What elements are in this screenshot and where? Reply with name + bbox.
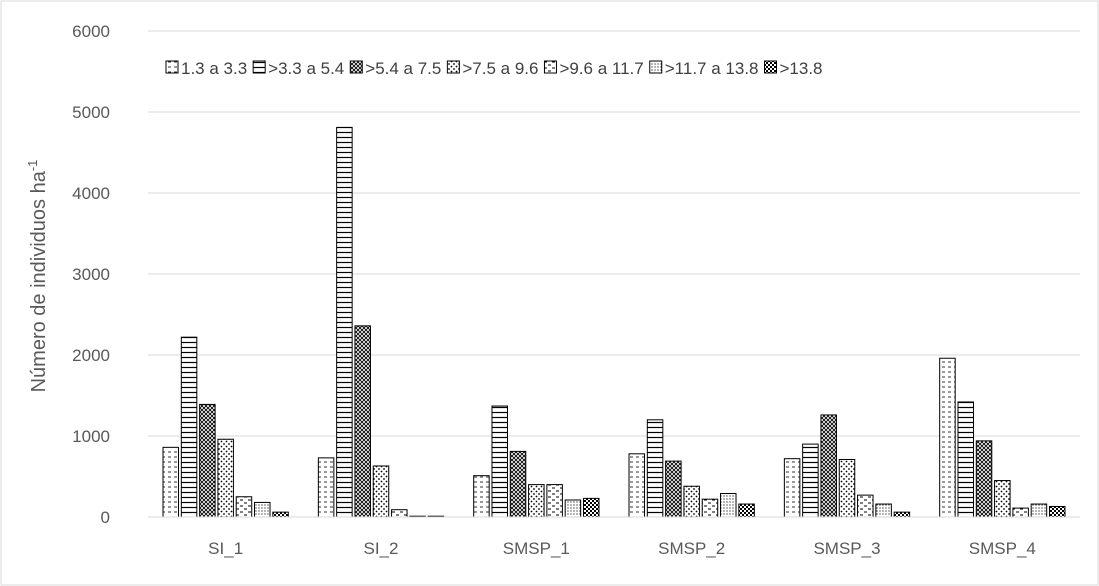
y-tick-label: 3000 bbox=[72, 265, 110, 284]
bar-SMSP_2-series-4 bbox=[683, 485, 700, 518]
bars bbox=[162, 126, 1066, 518]
bar-SMSP_2-series-5 bbox=[701, 498, 719, 518]
bar-SMSP_4-series-7 bbox=[1048, 505, 1066, 518]
bar-SMSP_4-series-2 bbox=[957, 401, 974, 518]
bar-SMSP_4-series-5 bbox=[1012, 507, 1029, 518]
bar-SMSP_3-series-4 bbox=[838, 458, 856, 518]
bar-SMSP_2-series-2 bbox=[646, 419, 664, 518]
bar-SMSP_1-series-5 bbox=[546, 484, 563, 518]
legend-label: 1.3 a 3.3 bbox=[181, 59, 247, 78]
bar-SMSP_2-series-3 bbox=[665, 460, 682, 518]
bar-SI_2-series-3 bbox=[354, 325, 371, 518]
legend-swatch bbox=[349, 60, 363, 74]
y-axis-ticks: 0 1000 2000 3000 4000 5000 6000 bbox=[72, 22, 110, 527]
bar-SI_1-series-5 bbox=[235, 496, 253, 518]
legend-label: >7.5 a 9.6 bbox=[462, 59, 538, 78]
y-tick-label: 2000 bbox=[72, 346, 110, 365]
x-tick-label: SMSP_1 bbox=[503, 539, 570, 558]
y-tick-label: 1000 bbox=[72, 427, 110, 446]
bar-SI_2-series-1 bbox=[317, 457, 335, 518]
y-axis-title: Número de individuos ha-1 bbox=[25, 160, 50, 393]
x-tick-label: SI_1 bbox=[208, 539, 243, 558]
bar-SI_2-series-5 bbox=[391, 509, 408, 518]
bar-SMSP_3-series-7 bbox=[893, 511, 911, 518]
bar-SMSP_4-series-4 bbox=[994, 480, 1011, 518]
legend-swatch bbox=[446, 60, 460, 74]
bar-SI_2-series-4 bbox=[372, 465, 390, 518]
gridlines bbox=[148, 30, 1080, 437]
bar-SI_1-series-3 bbox=[199, 403, 216, 518]
bar-SMSP_3-series-5 bbox=[857, 494, 874, 518]
bar-SI_2-series-2 bbox=[336, 126, 353, 518]
legend-label: >13.8 bbox=[780, 59, 823, 78]
bar-SMSP_1-series-1 bbox=[473, 475, 490, 518]
bar-SI_1-series-4 bbox=[217, 438, 234, 518]
bar-SMSP_1-series-7 bbox=[582, 497, 600, 518]
legend: 1.3 a 3.3 >3.3 a 5.4 >5.4 a 7.5 >7.5 a 9.6 >… bbox=[165, 59, 823, 78]
bar-SI_1-series-1 bbox=[162, 446, 180, 518]
legend-label: >11.7 a 13.8 bbox=[665, 59, 759, 78]
bar-SMSP_1-series-3 bbox=[509, 450, 527, 518]
x-tick-label: SMSP_3 bbox=[813, 539, 880, 558]
bar-SI_1-series-6 bbox=[254, 501, 271, 518]
legend-swatch bbox=[764, 60, 777, 74]
bar-SMSP_2-series-1 bbox=[628, 453, 646, 518]
bar-SMSP_1-series-6 bbox=[564, 499, 582, 518]
legend-label: >9.6 a 11.7 bbox=[559, 59, 643, 78]
bar-SMSP_2-series-6 bbox=[720, 493, 737, 518]
x-axis-ticks: SI_1 SI_2 SMSP_1 SMSP_2 SMSP_3 SMSP_4 bbox=[208, 539, 1036, 558]
bar-SI_1-series-2 bbox=[180, 336, 198, 518]
x-tick-label: SMSP_2 bbox=[658, 539, 725, 558]
bar-SMSP_1-series-2 bbox=[491, 405, 508, 518]
legend-label: >5.4 a 7.5 bbox=[365, 59, 441, 78]
y-axis-title-text: Número de individuos ha bbox=[28, 170, 50, 392]
y-tick-label: 0 bbox=[101, 508, 110, 527]
legend-swatch bbox=[543, 60, 557, 74]
bar-SMSP_3-series-3 bbox=[820, 414, 837, 518]
legend-swatch bbox=[252, 60, 266, 74]
bar-SI_1-series-7 bbox=[272, 511, 289, 518]
bar-SMSP_3-series-6 bbox=[875, 503, 892, 518]
legend-label: >3.3 a 5.4 bbox=[268, 59, 344, 78]
bar-SMSP_3-series-1 bbox=[783, 458, 801, 518]
y-axis-title-superscript: -1 bbox=[25, 160, 40, 172]
bar-SMSP_2-series-7 bbox=[738, 503, 755, 518]
x-tick-label: SMSP_4 bbox=[969, 539, 1036, 558]
y-tick-label: 5000 bbox=[72, 103, 110, 122]
x-tick-label: SI_2 bbox=[364, 539, 399, 558]
bar-SMSP_1-series-4 bbox=[528, 484, 545, 518]
legend-swatch bbox=[649, 60, 663, 74]
bar-SMSP_4-series-3 bbox=[975, 440, 993, 518]
bar-SMSP_4-series-6 bbox=[1030, 503, 1048, 518]
y-tick-label: 4000 bbox=[72, 184, 110, 203]
bar-SMSP_3-series-2 bbox=[802, 443, 819, 518]
y-tick-label: 6000 bbox=[72, 22, 110, 41]
bar-SMSP_4-series-1 bbox=[939, 357, 956, 518]
legend-swatch bbox=[165, 60, 179, 74]
